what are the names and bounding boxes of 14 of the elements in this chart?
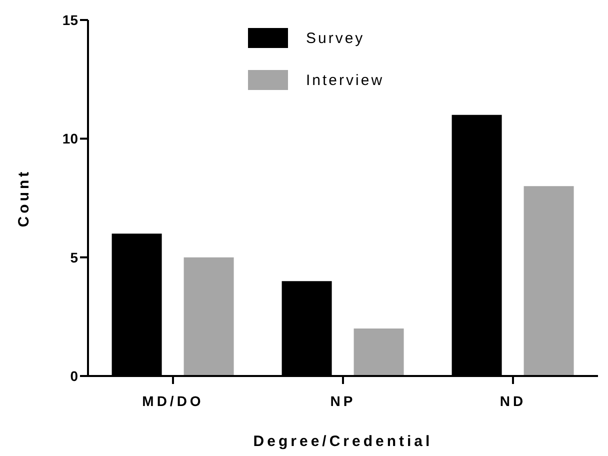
bar: [354, 328, 404, 376]
x-tick-label: MD/DO: [142, 392, 204, 409]
legend-label: Interview: [306, 72, 384, 88]
x-tick-label: NP: [330, 392, 356, 409]
x-tick-label: ND: [500, 392, 526, 409]
legend-label: Survey: [306, 30, 365, 46]
x-axis-title: Degree/Credential: [253, 433, 433, 450]
bar: [184, 257, 234, 376]
y-axis-title: Count: [15, 168, 32, 228]
y-tick-label: 0: [70, 368, 78, 384]
bar: [524, 186, 574, 376]
y-tick-label: 5: [70, 249, 78, 266]
y-tick-label: 15: [62, 12, 78, 28]
y-tick-label: 10: [62, 130, 78, 147]
